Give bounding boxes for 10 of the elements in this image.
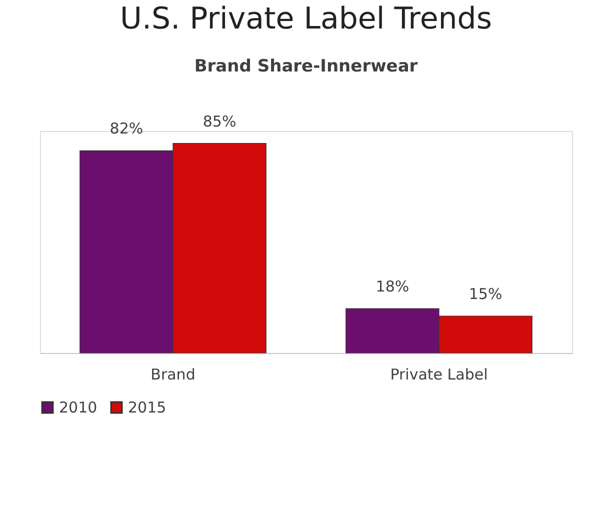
data-label: 18% [376, 278, 410, 296]
legend-label: 2015 [128, 398, 166, 417]
data-label: 82% [110, 120, 144, 138]
data-label: 15% [468, 285, 502, 303]
data-label: 85% [202, 112, 236, 130]
legend-label: 2010 [59, 398, 98, 417]
chart-subtitle: Brand Share-Innerwear [194, 56, 418, 76]
x-tick-label: Private Label [390, 366, 488, 384]
chart-title: U.S. Private Label Trends [120, 1, 492, 36]
x-tick-label: Brand [150, 366, 196, 384]
